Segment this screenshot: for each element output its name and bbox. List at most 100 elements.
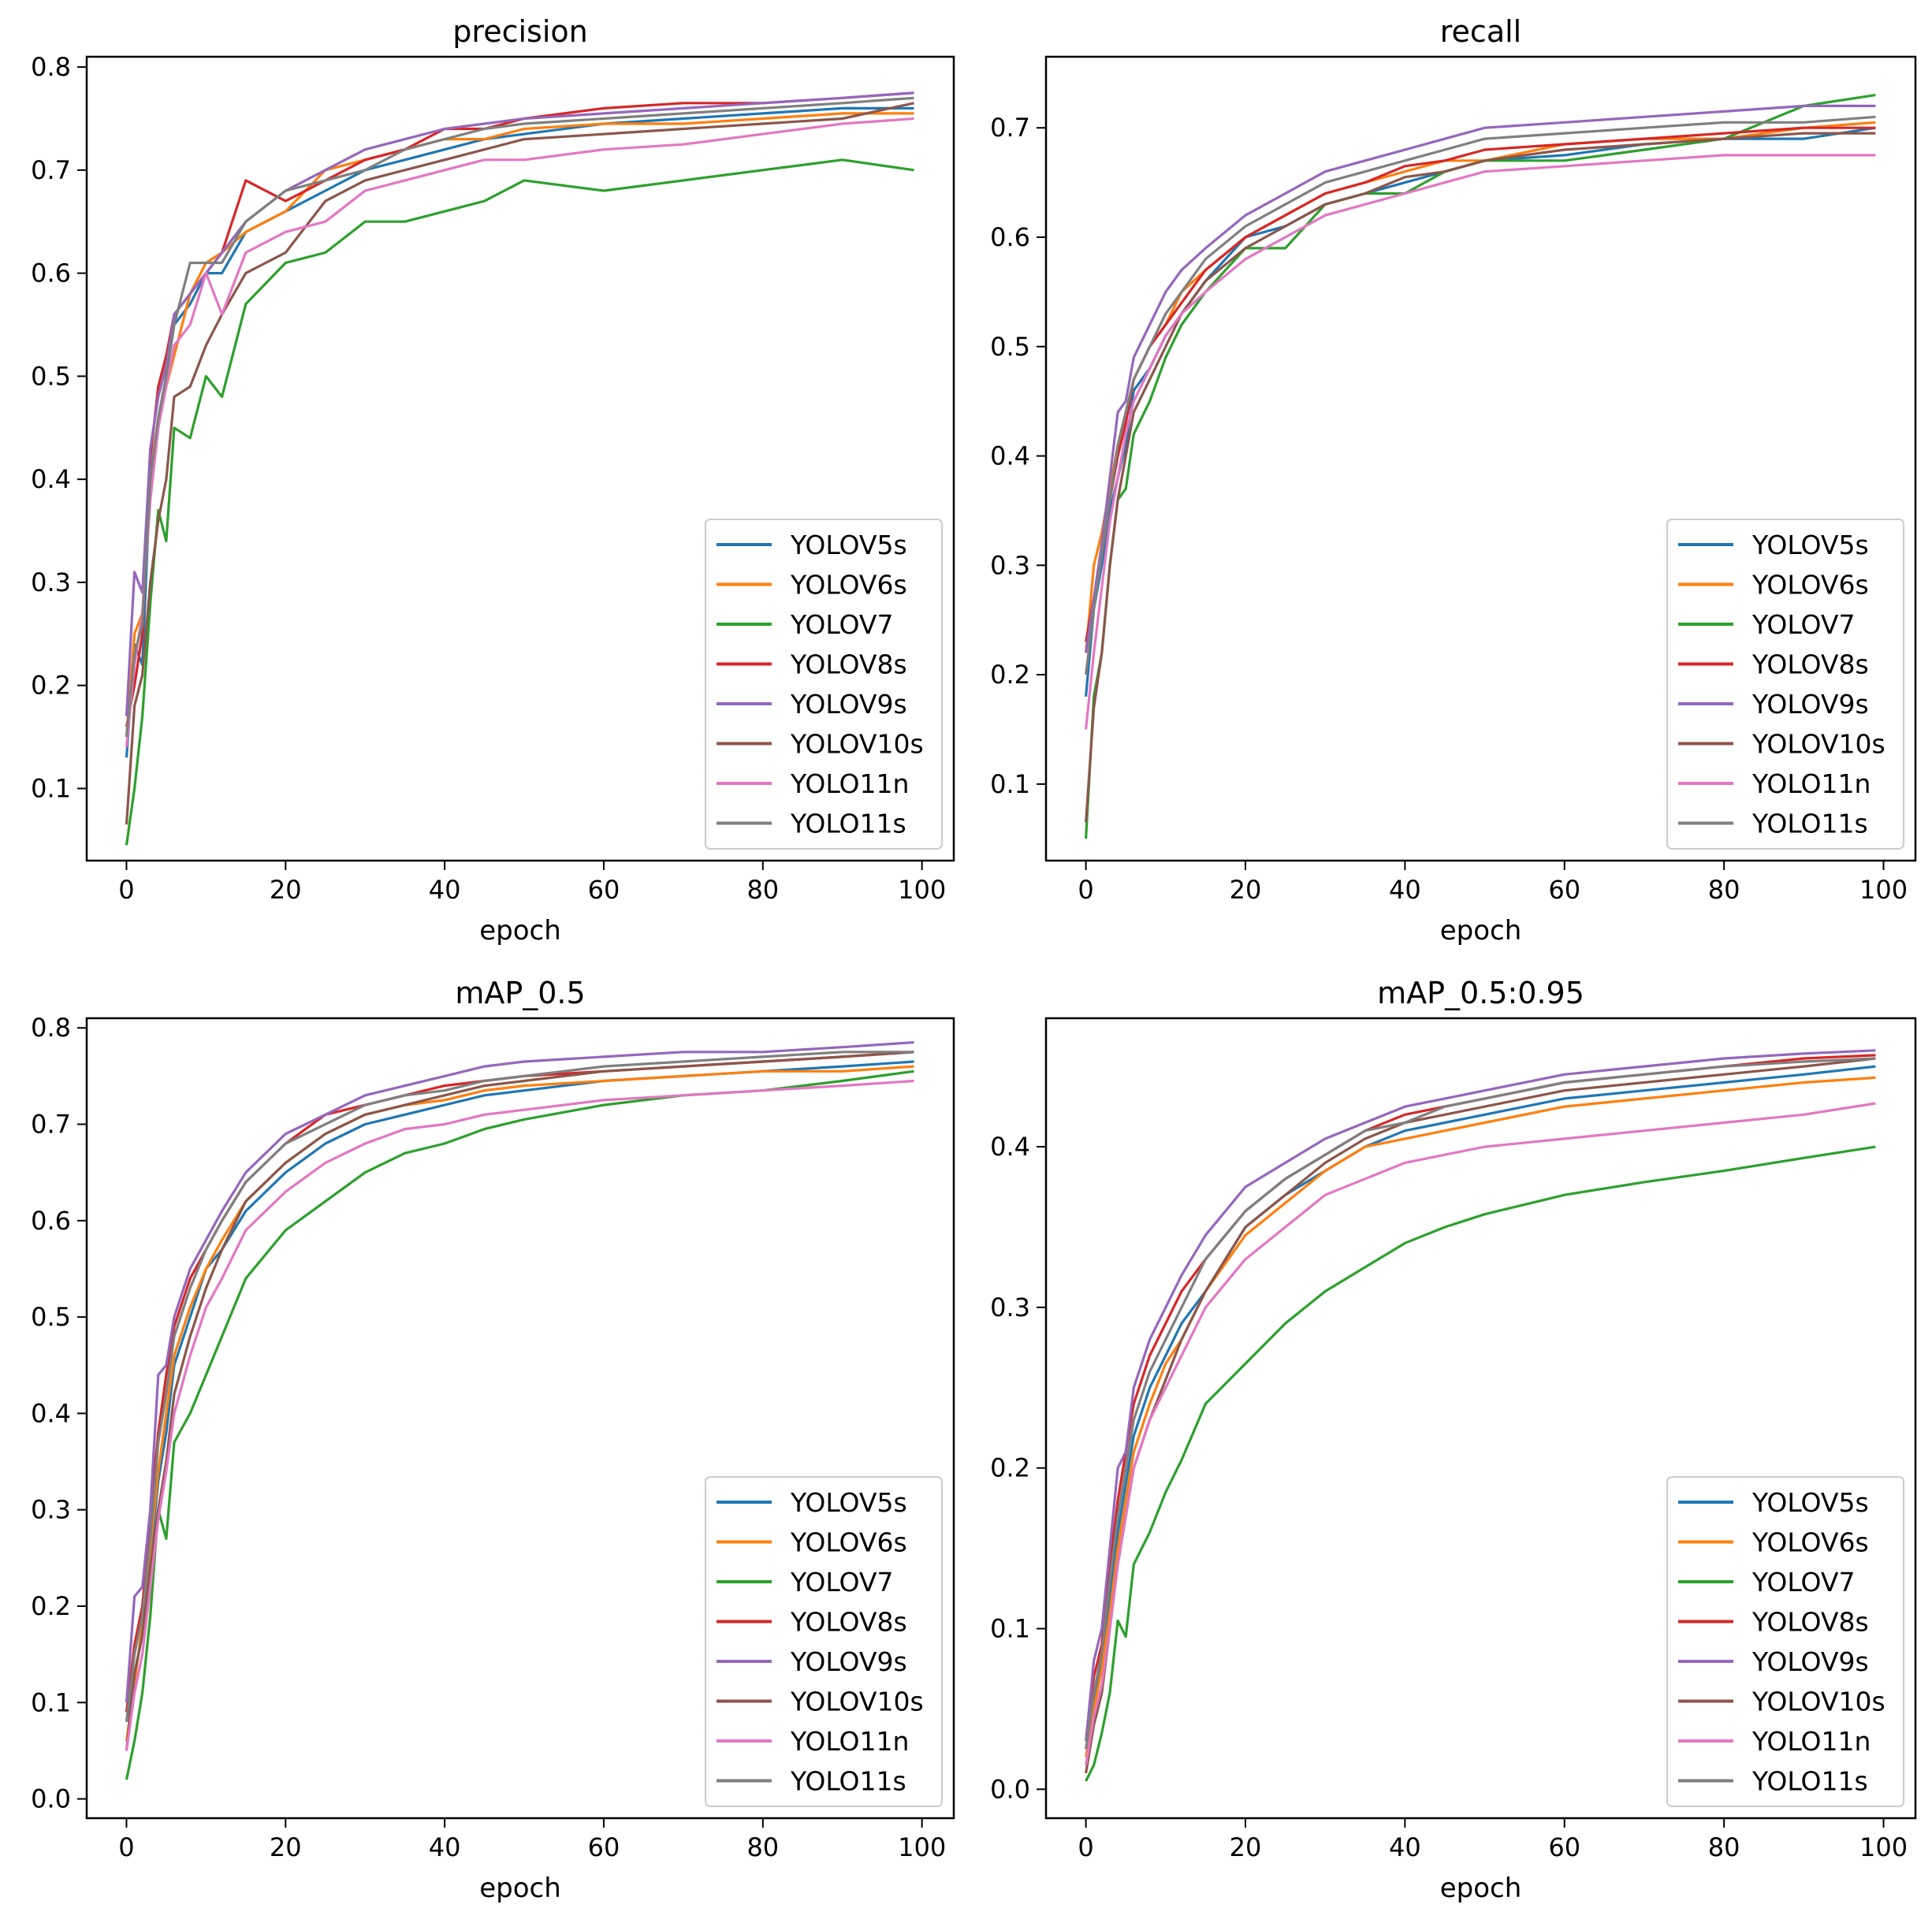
x-tick-label: 80 <box>746 875 779 905</box>
y-tick-label: 0.4 <box>990 441 1030 471</box>
axes-frame <box>1044 1017 1917 1820</box>
y-tick-label: 0.2 <box>990 660 1030 690</box>
legend-label-yolov5s: YOLOV5s <box>1751 1487 1869 1518</box>
legend-label-yolov9s: YOLOV9s <box>790 689 907 720</box>
legend: YOLOV5s YOLOV6s YOLOV7 YOLOV8s YOLOV9s YOLOV1… <box>1666 1476 1904 1807</box>
legend-label-yolov7: YOLOV7 <box>790 1567 894 1598</box>
series-lines <box>125 1041 914 1780</box>
y-tick-label: 0.3 <box>990 550 1030 580</box>
legend-label-yolov9s: YOLOV9s <box>1751 1646 1869 1677</box>
legend-label-yolo11s: YOLO11s <box>790 1766 906 1797</box>
legend: YOLOV5s YOLOV6s YOLOV7 YOLOV8s YOLOV9s YOLOV1… <box>1666 519 1904 850</box>
x-tick-label: 100 <box>1859 1832 1908 1862</box>
series-line-yolov10s <box>125 102 914 825</box>
y-tick-label: 0.4 <box>31 1398 71 1428</box>
legend-label-yolov5s: YOLOV5s <box>1751 530 1869 560</box>
series-line-yolo11s <box>1085 1057 1876 1750</box>
legend-label-yolov8s: YOLOV8s <box>790 1607 907 1638</box>
x-axis-label: epoch <box>1440 915 1522 947</box>
x-axis-label: epoch <box>1440 1873 1522 1904</box>
x-tick-label: 0 <box>118 1832 134 1862</box>
legend-label-yolo11n: YOLO11n <box>790 1726 909 1757</box>
axes-frame <box>1044 55 1917 862</box>
x-tick-label: 100 <box>898 1832 946 1862</box>
legend-box <box>1666 519 1904 850</box>
series-line-yolov6s <box>1085 1076 1876 1757</box>
legend-label-yolo11s: YOLO11s <box>1751 809 1868 839</box>
series-line-yolov9s <box>125 1041 914 1703</box>
subplot-title: mAP_0.5:0.95 <box>1377 976 1584 1010</box>
x-tick-label: 40 <box>429 1832 461 1862</box>
series-lines <box>125 91 914 846</box>
y-tick-label: 0.1 <box>990 1613 1030 1643</box>
legend-label-yolo11s: YOLO11s <box>1751 1766 1868 1797</box>
x-tick-label: 100 <box>898 875 946 905</box>
legend: YOLOV5s YOLOV6s YOLOV7 YOLOV8s YOLOV9s YOLOV1… <box>705 519 943 850</box>
series-line-yolov7 <box>1085 1145 1876 1782</box>
x-axis-label: epoch <box>479 915 561 947</box>
series-line-yolov10s <box>1085 132 1876 823</box>
legend-box <box>705 1476 943 1807</box>
y-tick-label: 0.0 <box>990 1774 1030 1804</box>
x-tick-label: 80 <box>1708 875 1740 905</box>
y-tick-label: 0.6 <box>990 222 1030 252</box>
series-lines <box>1085 1049 1876 1782</box>
y-tick-label: 0.7 <box>31 1110 71 1140</box>
x-tick-label: 60 <box>588 875 620 905</box>
subplot-recall: 0 20 40 60 80 100 0.1 0.2 0.3 0.4 0.5 0.6 0.7 recall e… <box>990 14 1917 947</box>
x-tick-label: 20 <box>270 1832 302 1862</box>
series-line-yolov9s <box>1085 1049 1876 1742</box>
legend-label-yolov6s: YOLOV6s <box>1751 1527 1869 1558</box>
legend-box <box>1666 1476 1904 1807</box>
x-tick-label: 40 <box>1389 1832 1421 1862</box>
y-tick-label: 0.5 <box>31 361 71 391</box>
y-tick-label: 0.1 <box>990 769 1030 799</box>
y-tick-label: 0.6 <box>31 259 71 288</box>
y-tick-label: 0.4 <box>990 1132 1030 1162</box>
series-line-yolo11s <box>125 96 914 738</box>
legend-label-yolov5s: YOLOV5s <box>790 1487 907 1518</box>
y-tick-label: 0.7 <box>31 155 71 185</box>
x-tick-label: 100 <box>1859 875 1908 905</box>
subplot-map-0-5-0-95: 0 20 40 60 80 100 0.0 0.1 0.2 0.3 0.4 mAP_0.5:0.95e… <box>990 976 1917 1904</box>
y-tick-label: 0.1 <box>31 1687 71 1717</box>
series-line-yolo11n <box>125 117 914 748</box>
legend-label-yolov8s: YOLOV8s <box>1751 1607 1869 1638</box>
legend: YOLOV5s YOLOV6s YOLOV7 YOLOV8s YOLOV9s YOLOV1… <box>705 1476 943 1807</box>
series-line-yolo11s <box>125 1051 914 1722</box>
subplot-title: mAP_0.5 <box>455 976 585 1010</box>
legend-label-yolov10s: YOLOV10s <box>1751 729 1885 760</box>
legend-label-yolov10s: YOLOV10s <box>790 1687 924 1717</box>
x-tick-label: 80 <box>746 1832 779 1862</box>
legend-label-yolov7: YOLOV7 <box>1751 609 1856 640</box>
legend-label-yolo11n: YOLO11n <box>1751 768 1871 799</box>
legend-label-yolov6s: YOLOV6s <box>1751 570 1869 601</box>
series-line-yolo11s <box>1085 115 1876 675</box>
y-tick-label: 0.8 <box>31 52 71 82</box>
y-tick-label: 0.3 <box>31 1495 71 1525</box>
series-line-yolo11n <box>1085 154 1876 730</box>
legend-label-yolo11n: YOLO11n <box>790 768 909 799</box>
legend-label-yolov6s: YOLOV6s <box>790 1527 907 1558</box>
legend-label-yolov7: YOLOV7 <box>1751 1567 1856 1598</box>
legend-label-yolov9s: YOLOV9s <box>1751 689 1869 720</box>
series-line-yolo11n <box>125 1079 914 1751</box>
x-axis-label: epoch <box>479 1873 561 1904</box>
x-tick-label: 0 <box>118 875 134 905</box>
legend-label-yolo11n: YOLO11n <box>1751 1726 1871 1757</box>
legend-label-yolov10s: YOLOV10s <box>1751 1687 1885 1717</box>
legend-label-yolov6s: YOLOV6s <box>790 570 907 601</box>
series-line-yolov10s <box>125 1051 914 1751</box>
x-tick-label: 40 <box>1389 875 1421 905</box>
y-tick-label: 0.5 <box>31 1302 71 1332</box>
legend-label-yolov5s: YOLOV5s <box>790 530 907 560</box>
y-tick-label: 0.2 <box>31 671 71 701</box>
legend-label-yolov8s: YOLOV8s <box>1751 649 1869 680</box>
y-tick-label: 0.1 <box>31 773 71 803</box>
x-tick-label: 80 <box>1708 1832 1740 1862</box>
series-lines <box>1085 94 1876 839</box>
legend-box <box>705 519 943 850</box>
x-tick-label: 20 <box>1230 1832 1262 1862</box>
x-tick-label: 60 <box>1548 875 1580 905</box>
